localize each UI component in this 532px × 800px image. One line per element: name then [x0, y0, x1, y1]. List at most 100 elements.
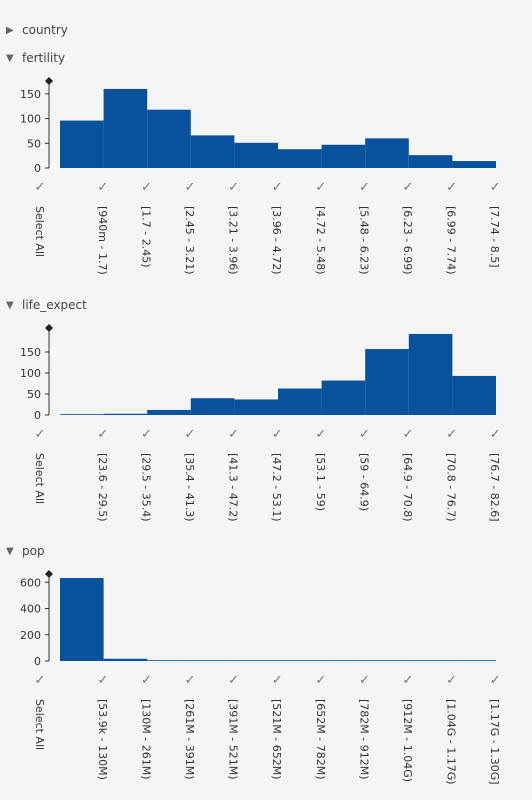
bin-label[interactable]: [6.99 - 7.74)	[445, 206, 458, 275]
pop-bar[interactable]	[452, 660, 496, 661]
life-expect-bar[interactable]	[190, 398, 235, 415]
check-icon[interactable]: ✓	[359, 180, 370, 195]
bin-label[interactable]: [29.5 - 35.4)	[139, 453, 152, 522]
bin-label[interactable]: [41.3 - 47.2)	[227, 453, 240, 522]
bin-label[interactable]: [6.23 - 6.99)	[401, 206, 414, 275]
bin-label[interactable]: [940m - 1.7)	[96, 206, 109, 275]
check-icon[interactable]: ✓	[315, 427, 326, 442]
check-icon[interactable]: ✓	[272, 427, 283, 442]
check-icon[interactable]: ✓	[315, 180, 326, 195]
bin-label[interactable]: [64.9 - 70.8)	[401, 453, 414, 522]
fertility-bar[interactable]	[408, 155, 453, 168]
bin-label[interactable]: [391M - 521M)	[227, 699, 240, 780]
bin-label[interactable]: [70.8 - 76.7)	[445, 453, 458, 522]
life-expect-bar[interactable]	[278, 388, 322, 415]
check-icon[interactable]: ✓	[185, 180, 196, 195]
bin-label[interactable]: [130M - 261M)	[139, 699, 152, 780]
pop-bar[interactable]	[321, 660, 366, 661]
select-all-label[interactable]: Select All	[33, 699, 46, 750]
fertility-bar[interactable]	[452, 161, 496, 168]
bin-label[interactable]: [3.21 - 3.96)	[227, 206, 240, 275]
life-expect-bar[interactable]	[147, 409, 191, 415]
pop-bar[interactable]	[103, 658, 148, 661]
bin-label[interactable]: [5.48 - 6.23)	[357, 206, 370, 275]
fertility-bar[interactable]	[147, 109, 191, 168]
section-header-fertility[interactable]: ▼ fertility	[6, 50, 65, 66]
pop-bar[interactable]	[365, 660, 409, 661]
check-icon[interactable]: ✓	[490, 180, 501, 195]
check-icon[interactable]: ✓	[228, 180, 239, 195]
check-icon[interactable]: ✓	[228, 427, 239, 442]
section-header-pop[interactable]: ▼ pop	[6, 543, 45, 559]
life-expect-bar[interactable]	[60, 414, 104, 415]
pop-bar[interactable]	[408, 660, 453, 661]
check-icon[interactable]: ✓	[97, 180, 108, 195]
section-header-country[interactable]: ▶ country	[6, 22, 68, 38]
check-icon[interactable]: ✓	[446, 427, 457, 442]
bin-label[interactable]: [261M - 391M)	[183, 699, 196, 780]
select-all-label[interactable]: Select All	[33, 206, 46, 257]
life-expect-bar[interactable]	[103, 413, 148, 415]
check-icon[interactable]: ✓	[315, 673, 326, 688]
check-icon[interactable]: ✓	[35, 427, 46, 442]
check-icon[interactable]: ✓	[359, 427, 370, 442]
check-icon[interactable]: ✓	[446, 673, 457, 688]
bin-label[interactable]: [652M - 782M)	[314, 699, 327, 780]
bin-label[interactable]: [1.7 - 2.45)	[139, 206, 152, 268]
fertility-bar[interactable]	[60, 120, 104, 168]
diamond-icon[interactable]	[45, 570, 53, 578]
bin-label[interactable]: [521M - 652M)	[270, 699, 283, 780]
check-icon[interactable]: ✓	[141, 673, 152, 688]
check-icon[interactable]: ✓	[359, 673, 370, 688]
pop-bar[interactable]	[60, 578, 104, 661]
bin-label[interactable]: [1.04G - 1.17G)	[445, 699, 458, 785]
life-expect-bar[interactable]	[234, 399, 278, 415]
fertility-bar[interactable]	[278, 149, 322, 168]
bin-label[interactable]: [47.2 - 53.1)	[270, 453, 283, 522]
bin-label[interactable]: [1.17G - 1.30G]	[488, 699, 501, 785]
check-icon[interactable]: ✓	[403, 427, 414, 442]
check-icon[interactable]: ✓	[35, 180, 46, 195]
bin-label[interactable]: [782M - 912M)	[357, 699, 370, 780]
bin-label[interactable]: [35.4 - 41.3)	[183, 453, 196, 522]
diamond-icon[interactable]	[45, 324, 53, 332]
bin-label[interactable]: [76.7 - 82.6]	[488, 453, 501, 522]
check-icon[interactable]: ✓	[228, 673, 239, 688]
bin-label[interactable]: [23.6 - 29.5)	[96, 453, 109, 522]
life-expect-bar[interactable]	[365, 349, 409, 415]
bin-label[interactable]: [3.96 - 4.72)	[270, 206, 283, 275]
select-all-label[interactable]: Select All	[33, 453, 46, 504]
check-icon[interactable]: ✓	[141, 180, 152, 195]
life-expect-bar[interactable]	[452, 375, 496, 415]
check-icon[interactable]: ✓	[185, 673, 196, 688]
check-icon[interactable]: ✓	[272, 180, 283, 195]
pop-bar[interactable]	[190, 660, 235, 661]
bin-label[interactable]: [53.9k - 130M)	[96, 699, 109, 780]
check-icon[interactable]: ✓	[446, 180, 457, 195]
bin-label[interactable]: [53.1 - 59)	[314, 453, 327, 511]
section-header-life-expect[interactable]: ▼ life_expect	[6, 297, 87, 313]
fertility-bar[interactable]	[321, 144, 366, 168]
check-icon[interactable]: ✓	[97, 673, 108, 688]
fertility-bar[interactable]	[103, 88, 148, 168]
check-icon[interactable]: ✓	[403, 673, 414, 688]
pop-bar[interactable]	[278, 660, 322, 661]
life-expect-bar[interactable]	[408, 333, 453, 415]
check-icon[interactable]: ✓	[35, 673, 46, 688]
fertility-bar[interactable]	[365, 138, 409, 168]
life-expect-bar[interactable]	[321, 380, 366, 415]
bin-label[interactable]: [912M - 1.04G)	[401, 699, 414, 782]
check-icon[interactable]: ✓	[403, 180, 414, 195]
check-icon[interactable]: ✓	[185, 427, 196, 442]
bin-label[interactable]: [4.72 - 5.48)	[314, 206, 327, 275]
check-icon[interactable]: ✓	[141, 427, 152, 442]
check-icon[interactable]: ✓	[97, 427, 108, 442]
check-icon[interactable]: ✓	[490, 427, 501, 442]
check-icon[interactable]: ✓	[272, 673, 283, 688]
diamond-icon[interactable]	[45, 77, 53, 85]
bin-label[interactable]: [7.74 - 8.5]	[488, 206, 501, 268]
pop-bar[interactable]	[234, 660, 278, 661]
fertility-bar[interactable]	[234, 142, 278, 168]
bin-label[interactable]: [59 - 64.9)	[357, 453, 370, 511]
check-icon[interactable]: ✓	[490, 673, 501, 688]
